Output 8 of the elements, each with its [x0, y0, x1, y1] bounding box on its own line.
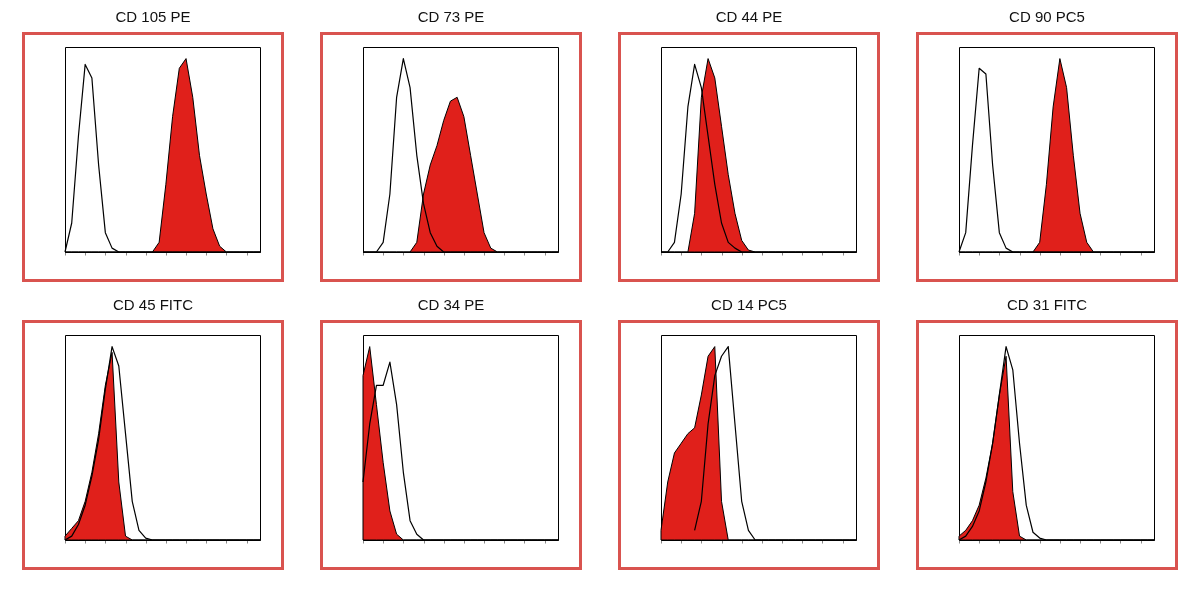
chart-title: CD 14 PC5 [711, 295, 787, 315]
chart-title: CD 45 FITC [112, 295, 193, 315]
chart-title: CD 105 PE [115, 7, 191, 27]
chart-title: CD 34 PE [417, 295, 485, 315]
chart-title: CD 31 FITC [1006, 295, 1087, 315]
chart-title: CD 90 PC5 [1009, 7, 1085, 27]
chart-title: CD 44 PE [715, 7, 783, 27]
chart-title: CD 73 PE [417, 7, 485, 27]
